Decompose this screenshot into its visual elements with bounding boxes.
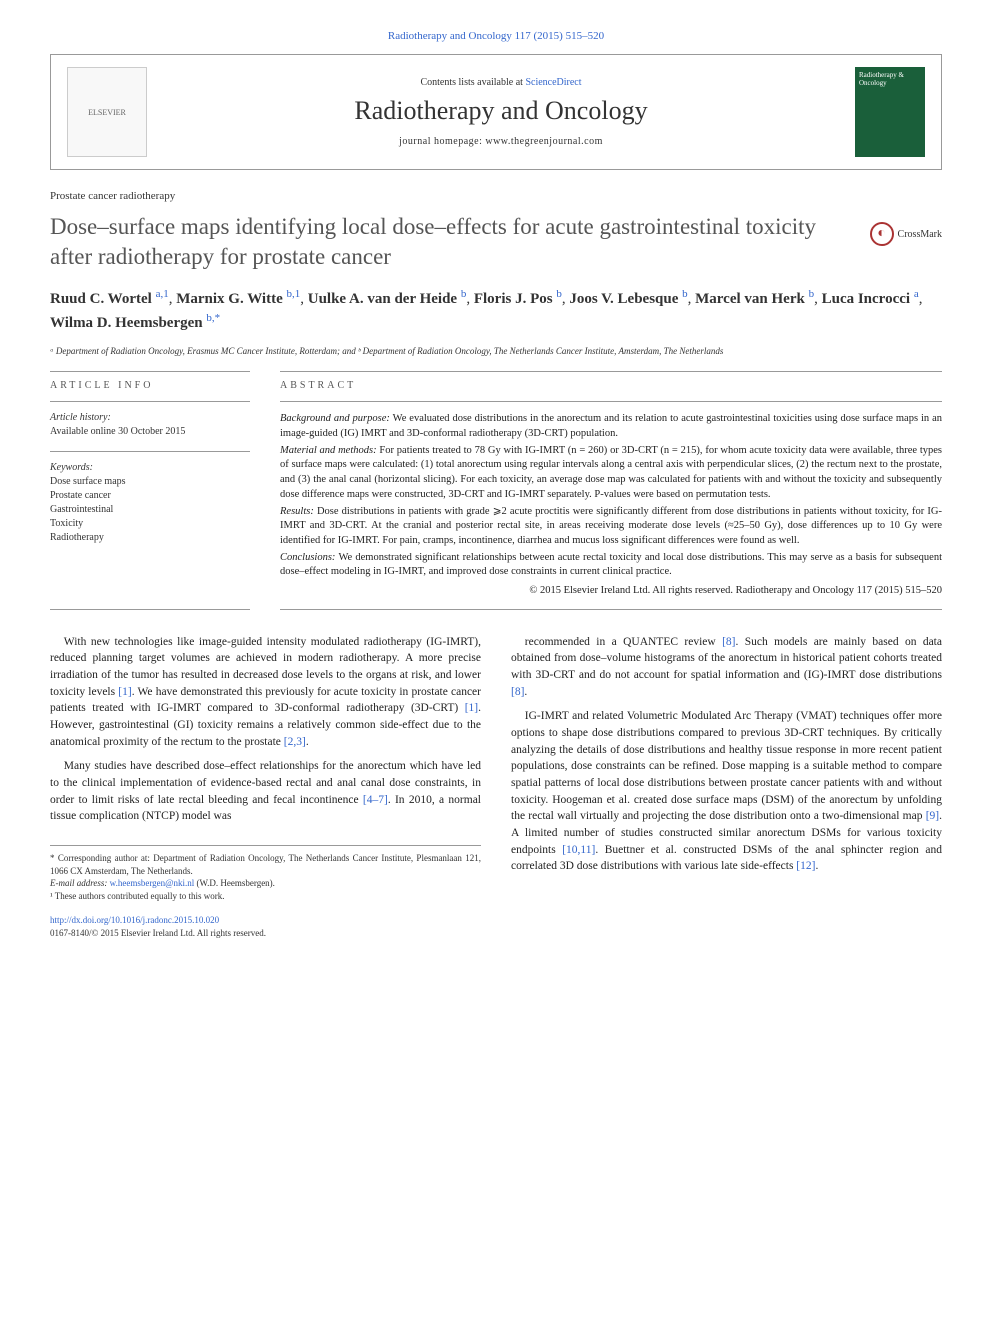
abstract-conclusions-label: Conclusions: xyxy=(280,552,335,563)
abstract-results: Results: Dose distributions in patients … xyxy=(280,505,942,549)
reference-link[interactable]: [2,3] xyxy=(284,736,306,748)
author-name: Marcel van Herk xyxy=(695,291,805,307)
body-paragraph: Many studies have described dose–effect … xyxy=(50,758,481,825)
cover-text: Radiotherapy & Oncology xyxy=(859,71,921,87)
keyword: Toxicity xyxy=(50,517,250,531)
sciencedirect-link[interactable]: ScienceDirect xyxy=(525,77,581,88)
reference-link[interactable]: [1] xyxy=(465,702,478,714)
abstract-methods-text: For patients treated to 78 Gy with IG-IM… xyxy=(280,445,942,500)
abstract-background: Background and purpose: We evaluated dos… xyxy=(280,412,942,441)
author-affiliation-marker: b,1 xyxy=(287,288,301,300)
contents-available-line: Contents lists available at ScienceDirec… xyxy=(147,77,855,88)
abstract-results-text: Dose distributions in patients with grad… xyxy=(280,506,942,546)
equal-contribution-note: ¹ These authors contributed equally to t… xyxy=(50,890,481,903)
keyword: Prostate cancer xyxy=(50,489,250,503)
corresponding-email-link[interactable]: w.heemsbergen@nki.nl xyxy=(110,878,195,888)
abstract-results-label: Results: xyxy=(280,506,314,517)
abstract-copyright: © 2015 Elsevier Ireland Ltd. All rights … xyxy=(280,584,942,599)
body-right-column: recommended in a QUANTEC review [8]. Suc… xyxy=(511,634,942,941)
keyword: Dose surface maps xyxy=(50,475,250,489)
author-affiliation-marker: b xyxy=(809,288,815,300)
author-affiliation-marker: b xyxy=(556,288,562,300)
reference-link[interactable]: [1] xyxy=(118,686,131,698)
corresponding-author-note: * Corresponding author at: Department of… xyxy=(50,852,481,877)
author-name: Floris J. Pos xyxy=(474,291,553,307)
author-name: Ruud C. Wortel xyxy=(50,291,152,307)
journal-center: Contents lists available at ScienceDirec… xyxy=(147,77,855,147)
author-name: Uulke A. van der Heide xyxy=(308,291,457,307)
journal-homepage: journal homepage: www.thegreenjournal.co… xyxy=(147,136,855,147)
article-history-text: Available online 30 October 2015 xyxy=(50,425,250,439)
body-paragraph: With new technologies like image-guided … xyxy=(50,634,481,751)
journal-cover-thumbnail: Radiotherapy & Oncology xyxy=(855,67,925,157)
author-name: Wilma D. Heemsbergen xyxy=(50,315,203,331)
author-affiliation-marker: b xyxy=(682,288,688,300)
homepage-prefix: journal homepage: xyxy=(399,136,485,147)
doi-footer: http://dx.doi.org/10.1016/j.radonc.2015.… xyxy=(50,914,481,940)
body-paragraph: recommended in a QUANTEC review [8]. Suc… xyxy=(511,634,942,701)
journal-header-box: ELSEVIER Contents lists available at Sci… xyxy=(50,54,942,170)
crossmark-badge[interactable]: ◐ CrossMark xyxy=(870,222,942,246)
reference-link[interactable]: [4–7] xyxy=(363,794,388,806)
author-name: Joos V. Lebesque xyxy=(569,291,678,307)
abstract-background-label: Background and purpose: xyxy=(280,413,390,424)
affiliations: ᵃ Department of Radiation Oncology, Eras… xyxy=(50,345,942,358)
reference-link[interactable]: [8] xyxy=(511,686,524,698)
doi-link[interactable]: http://dx.doi.org/10.1016/j.radonc.2015.… xyxy=(50,915,219,925)
author-affiliation-marker: b,* xyxy=(206,312,220,324)
journal-title: Radiotherapy and Oncology xyxy=(147,96,855,126)
crossmark-label: CrossMark xyxy=(898,229,942,240)
publisher-logo: ELSEVIER xyxy=(67,67,147,157)
article-history-label: Article history: xyxy=(50,412,250,423)
publisher-name: ELSEVIER xyxy=(88,108,126,117)
article-title: Dose–surface maps identifying local dose… xyxy=(50,212,942,272)
body-paragraph: IG-IMRT and related Volumetric Modulated… xyxy=(511,708,942,875)
homepage-url[interactable]: www.thegreenjournal.com xyxy=(485,136,602,147)
keyword: Radiotherapy xyxy=(50,531,250,545)
email-label: E-mail address: xyxy=(50,878,107,888)
body-left-column: With new technologies like image-guided … xyxy=(50,634,481,941)
abstract-heading: abstract xyxy=(280,380,942,391)
author-name: Marnix G. Witte xyxy=(176,291,283,307)
footnotes: * Corresponding author at: Department of… xyxy=(50,845,481,902)
abstract-conclusions-text: We demonstrated significant relationship… xyxy=(280,552,942,578)
issn-copyright-line: 0167-8140/© 2015 Elsevier Ireland Ltd. A… xyxy=(50,927,481,940)
keywords-list: Dose surface mapsProstate cancerGastroin… xyxy=(50,475,250,545)
author-affiliation-marker: a,1 xyxy=(156,288,169,300)
keyword: Gastrointestinal xyxy=(50,503,250,517)
abstract-column: abstract Background and purpose: We eval… xyxy=(280,371,942,600)
article-type: Prostate cancer radiotherapy xyxy=(50,190,942,202)
authors-list: Ruud C. Wortel a,1, Marnix G. Witte b,1,… xyxy=(50,286,942,335)
abstract-conclusions: Conclusions: We demonstrated significant… xyxy=(280,551,942,580)
article-info-heading: article info xyxy=(50,380,250,391)
reference-link[interactable]: [8] xyxy=(722,636,735,648)
reference-link[interactable]: [10,11] xyxy=(562,844,595,856)
email-line: E-mail address: w.heemsbergen@nki.nl (W.… xyxy=(50,877,481,890)
citation-header: Radiotherapy and Oncology 117 (2015) 515… xyxy=(50,30,942,42)
reference-link[interactable]: [9] xyxy=(926,810,939,822)
author-affiliation-marker: a xyxy=(914,288,919,300)
keywords-label: Keywords: xyxy=(50,462,250,473)
email-who: (W.D. Heemsbergen). xyxy=(196,878,274,888)
author-affiliation-marker: b xyxy=(461,288,467,300)
abstract-methods: Material and methods: For patients treat… xyxy=(280,444,942,503)
body-text: With new technologies like image-guided … xyxy=(50,634,942,941)
contents-prefix: Contents lists available at xyxy=(420,77,525,88)
crossmark-icon: ◐ xyxy=(870,222,894,246)
reference-link[interactable]: [12] xyxy=(796,860,815,872)
abstract-methods-label: Material and methods: xyxy=(280,445,377,456)
article-info-column: article info Article history: Available … xyxy=(50,371,250,600)
author-name: Luca Incrocci xyxy=(822,291,910,307)
